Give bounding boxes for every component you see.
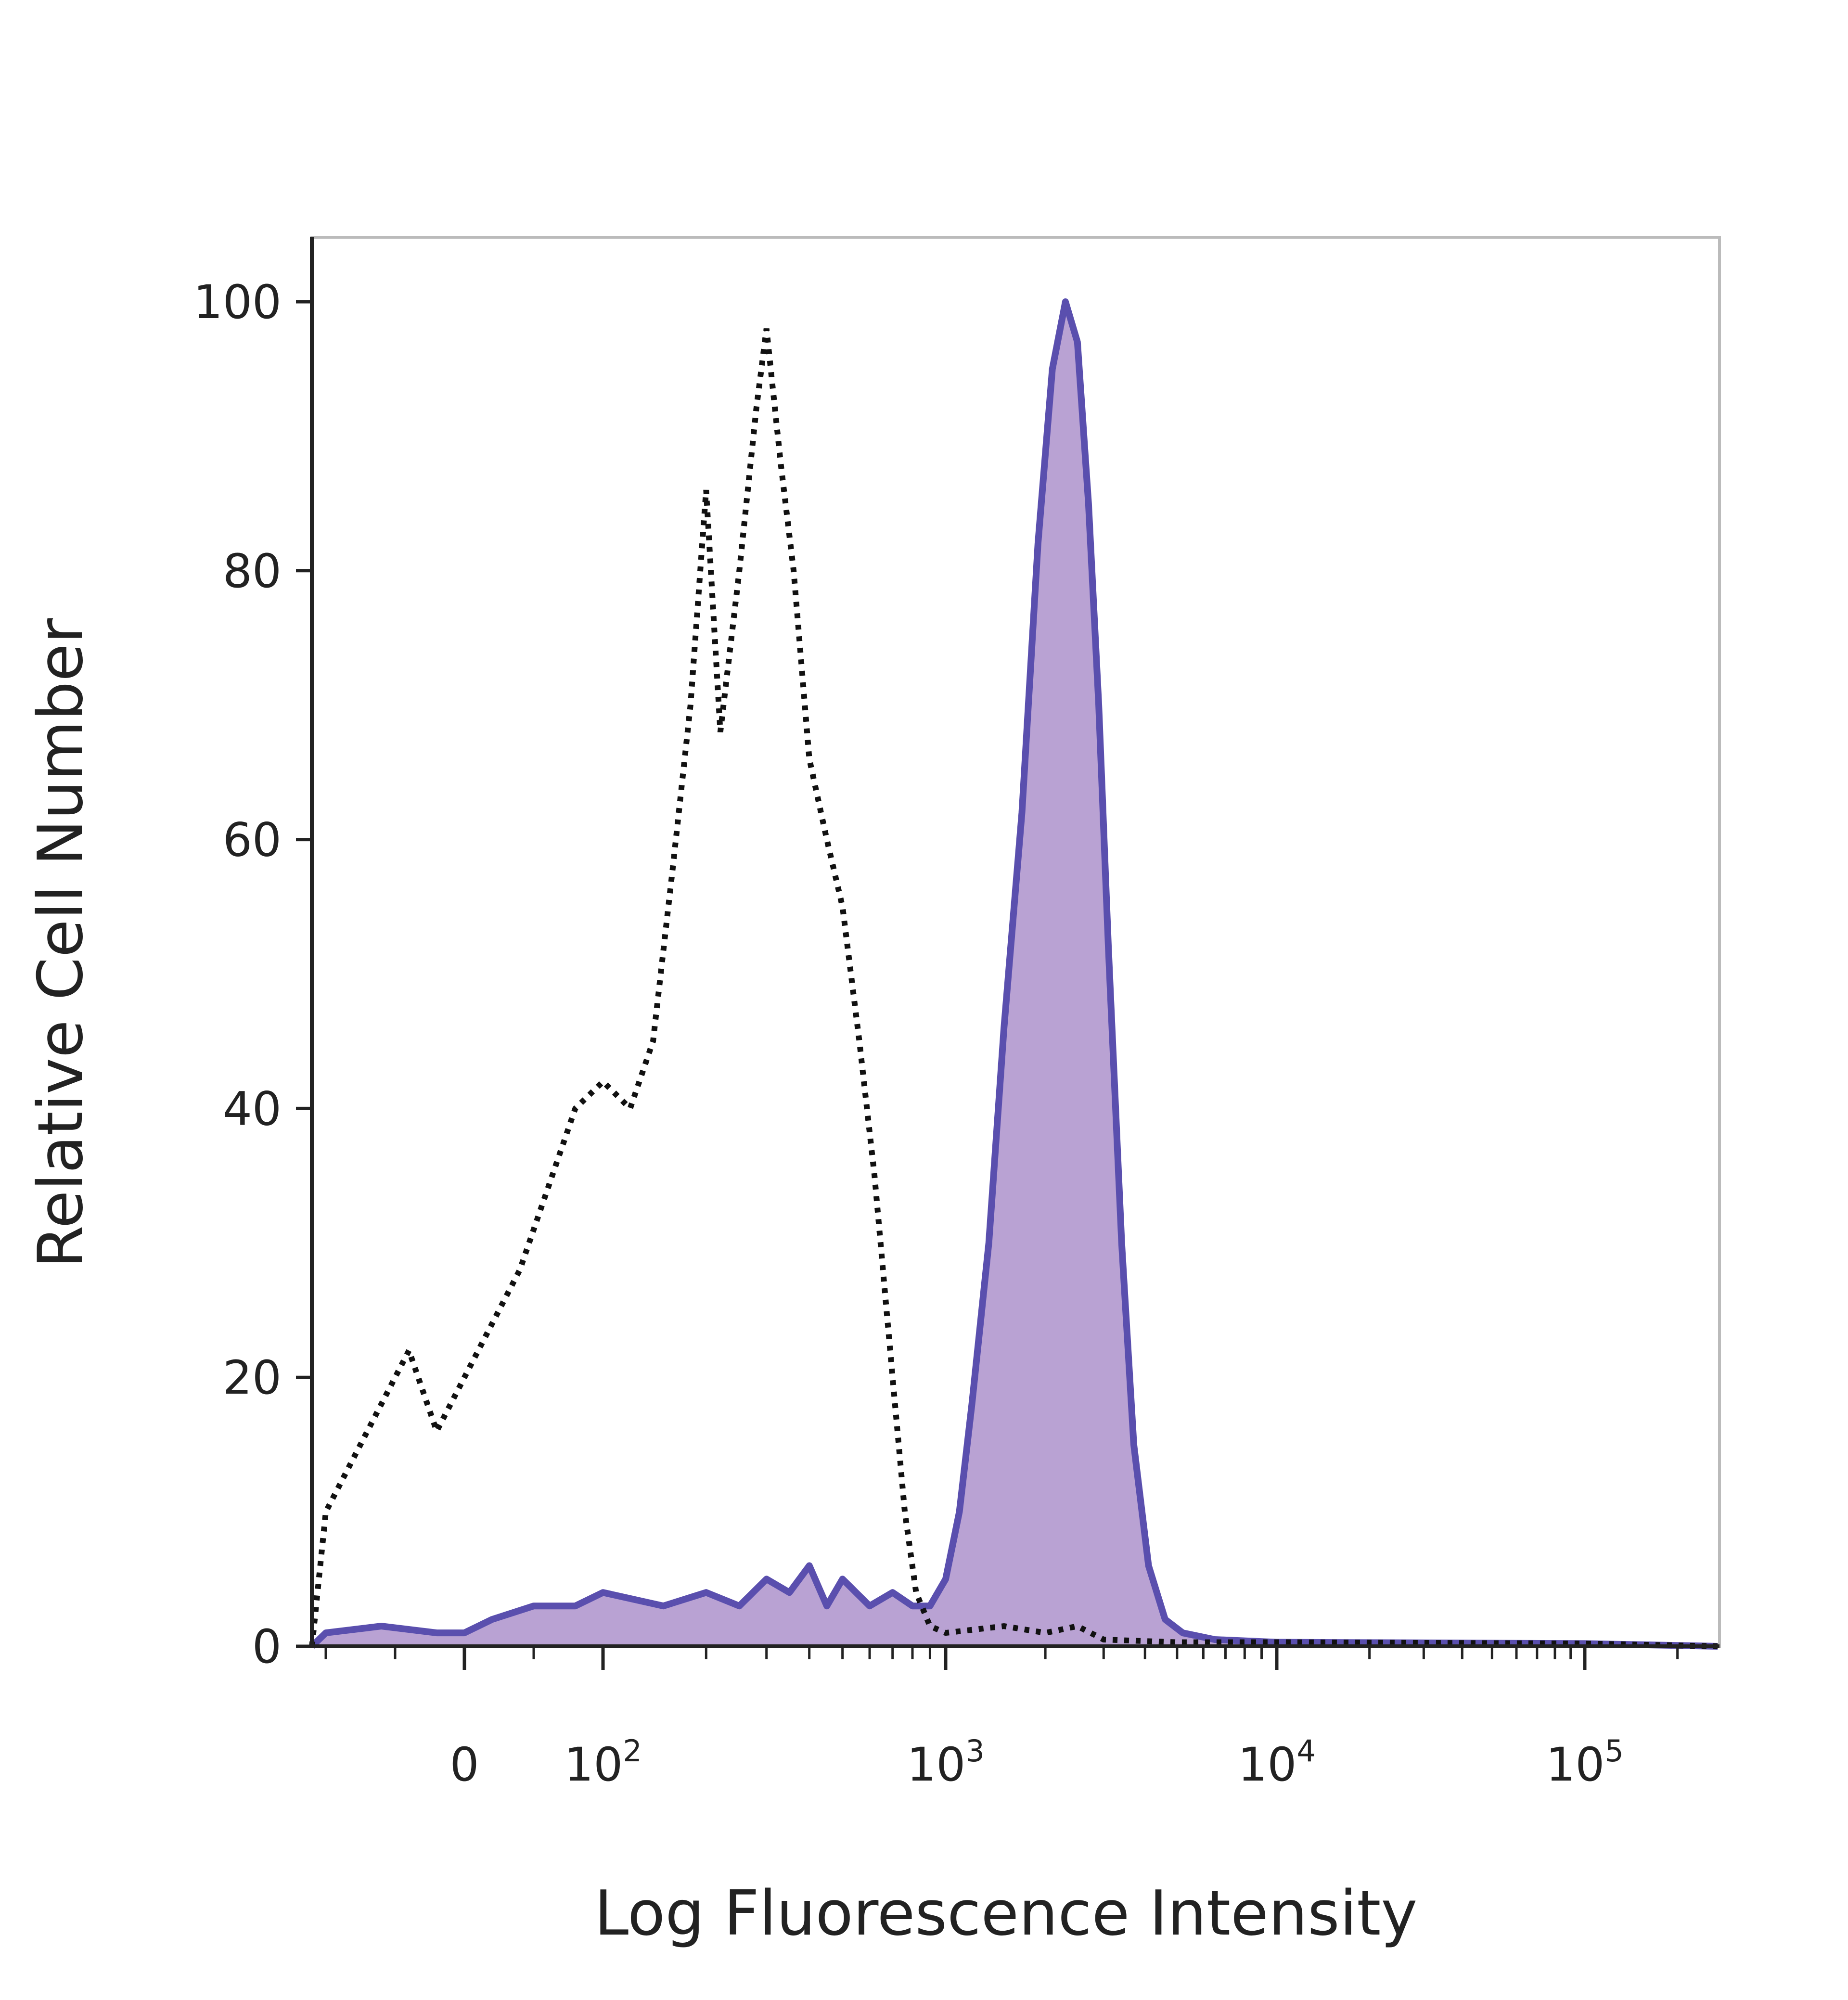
x-tick-label: 103	[907, 1733, 985, 1792]
y-tick-label: 100	[193, 275, 282, 329]
y-tick-label: 0	[252, 1620, 282, 1674]
stained-histogram-outline	[309, 298, 1718, 1650]
y-tick-label: 80	[223, 544, 282, 598]
stained-histogram-fill	[312, 302, 1718, 1646]
x-tick-label: 0	[449, 1738, 479, 1792]
x-tick-label: 105	[1546, 1733, 1624, 1792]
y-axis-title: Relative Cell Number	[25, 618, 97, 1268]
y-tick-label: 40	[223, 1082, 282, 1136]
x-tick-label: 102	[564, 1733, 642, 1792]
y-tick-label: 60	[223, 813, 282, 867]
y-tick-label: 20	[223, 1351, 282, 1405]
x-tick-label: 104	[1238, 1733, 1316, 1792]
x-axis-title: Log Fluorescence Intensity	[594, 1878, 1417, 1949]
isotype-histogram-outline	[309, 328, 1718, 1649]
